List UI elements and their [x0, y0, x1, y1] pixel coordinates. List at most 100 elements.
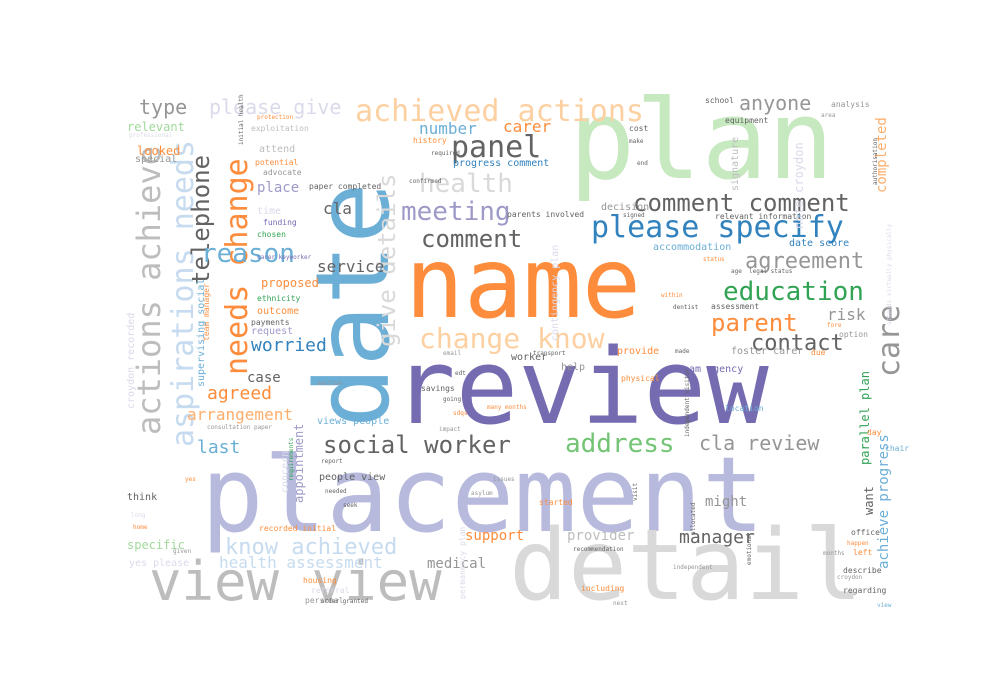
word-chair: chair — [885, 444, 910, 453]
word-going: going — [443, 396, 462, 403]
word-might: might — [705, 494, 748, 510]
word-carer-keyworker: carer keyworker — [257, 254, 312, 261]
word-given: given — [173, 548, 192, 555]
word-medical: medical — [427, 556, 487, 572]
word-authorisation: authorisation — [872, 138, 879, 185]
word-health: health — [419, 169, 513, 199]
word-including: including — [581, 584, 625, 593]
word-issues: issues — [493, 476, 515, 483]
word-age: age — [731, 268, 742, 275]
word-fore: fore — [827, 322, 842, 329]
word-risk: risk — [827, 305, 866, 324]
word-view: view — [877, 602, 892, 609]
word-asylum: asylum — [471, 490, 493, 497]
word-required: required — [431, 150, 460, 157]
word-provider: provider — [567, 528, 635, 544]
word-history: history — [413, 136, 447, 145]
word-arrangement: arrangement — [187, 405, 293, 424]
word-happen: happen — [847, 540, 869, 547]
word-attend: attend — [259, 144, 296, 155]
word-views-people: views people — [317, 416, 390, 427]
word-note-croydon: note croydon — [792, 142, 806, 229]
word-school: school — [705, 96, 734, 105]
word-cost: cost — [629, 124, 649, 133]
word-professional: professional — [129, 132, 173, 139]
word-date-score: date score — [789, 238, 850, 249]
word-type: type — [139, 95, 188, 119]
word-chosen: chosen — [257, 230, 286, 239]
word-attends-virtually-physically: attends virtually physically — [886, 223, 893, 325]
word-parallel-plan: parallel plan — [858, 371, 872, 465]
word-emotional: emotional — [746, 532, 753, 565]
word-office: office — [851, 528, 880, 537]
word-cloud: placement review name date plan detail v… — [125, 85, 915, 615]
word-long: long — [131, 512, 146, 519]
word-number: number — [419, 119, 477, 138]
word-confirmed: confirmed — [409, 178, 442, 185]
word-months: months — [823, 550, 845, 557]
word-please-specify: please specify — [591, 210, 844, 245]
word-equipment: equipment — [725, 116, 769, 125]
word-detail: detail — [509, 509, 864, 615]
word-time: time — [257, 206, 282, 217]
word-regarding: regarding — [843, 586, 887, 595]
word-review: review — [393, 326, 769, 448]
word-decision: decision — [601, 202, 650, 213]
word-anyone: anyone — [739, 91, 812, 115]
word-contingency-plan: contingency plan — [550, 244, 561, 341]
word-section: section — [317, 380, 343, 387]
word-address: address — [565, 429, 675, 459]
word-independent: independent — [673, 564, 713, 571]
word-worried: worried — [251, 335, 327, 356]
word-impact: impact — [439, 426, 461, 433]
word-potential: potential — [255, 158, 299, 167]
word-specific: specific — [127, 538, 185, 552]
word-seek: seek — [343, 502, 358, 509]
word-view-view: view view — [149, 550, 442, 613]
word-cla-review: cla review — [699, 431, 820, 455]
word-signature: signature — [730, 136, 741, 191]
word-provide: provide — [617, 346, 660, 357]
word-report: report — [321, 458, 343, 465]
word-make: make — [629, 138, 644, 145]
word-special: special — [135, 154, 178, 165]
word-transport: transport — [533, 350, 566, 357]
word-please-give: please give — [209, 95, 342, 119]
word-comment: comment — [421, 225, 523, 253]
word-day: day — [867, 428, 882, 437]
word-describe: describe — [843, 566, 882, 575]
word-parent: parent — [711, 309, 798, 337]
word-team-agency: team agency — [677, 364, 744, 375]
word-place: place — [257, 180, 300, 196]
word-proposed: proposed — [261, 276, 319, 290]
word-consultation-paper: consultation paper — [207, 424, 273, 431]
word-advocate: advocate — [263, 168, 302, 177]
word-physical: physical — [621, 374, 660, 383]
word-within: within — [661, 292, 683, 299]
word-looked: looked — [137, 144, 181, 158]
word-signed: signed — [623, 212, 645, 219]
word-foster-carer: foster carer — [731, 346, 804, 357]
word-initial-health: initial health — [238, 94, 245, 145]
word-location: location — [725, 404, 764, 413]
word-support: support — [465, 528, 525, 544]
word-home: home — [133, 524, 148, 531]
word-payments: payments — [251, 318, 290, 327]
word-reason: reason — [201, 239, 295, 269]
word-email: email — [443, 350, 462, 357]
word-worker: worker — [511, 352, 548, 363]
word-made: made — [675, 348, 690, 355]
word-funding: funding — [263, 218, 297, 227]
word-placement: placement — [201, 434, 765, 556]
word-needed: needed — [325, 488, 347, 495]
word-permanency-plan: permanency plan — [458, 526, 467, 599]
word-comment-comment: comment comment — [633, 189, 850, 217]
word-panel: panel — [451, 130, 542, 165]
word-requirements: requirements — [288, 437, 295, 481]
word-independent-visitor: independent visitor — [684, 368, 691, 437]
word-edt: edt — [455, 370, 466, 377]
word-progress-comment: progress comment — [453, 158, 550, 169]
word-relevant-information: relevant information — [715, 212, 812, 221]
word-due: due — [811, 348, 826, 357]
word-know-achieved: know achieved — [225, 535, 398, 560]
